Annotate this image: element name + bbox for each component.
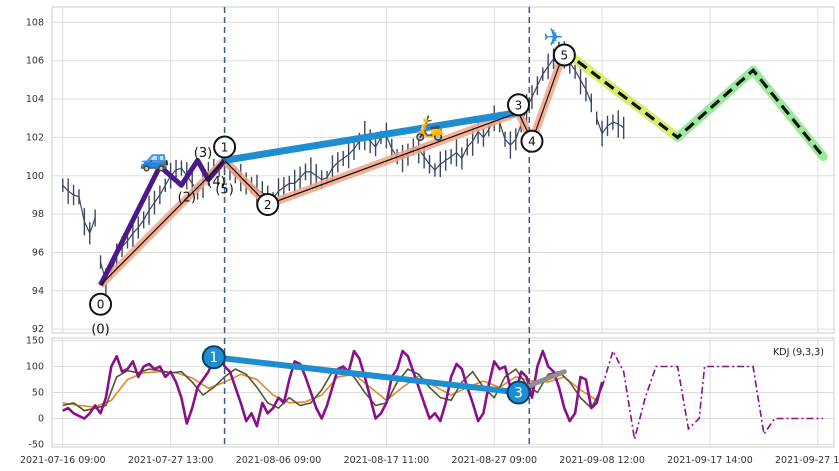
- xtick-label: 2021-09-27 15:00: [775, 455, 839, 466]
- kdj-ytick-label: -50: [28, 439, 44, 450]
- wave-label-circle: [507, 93, 531, 117]
- price-ytick-label: 92: [32, 324, 44, 335]
- wave-label: 5: [561, 48, 569, 62]
- wave-label: (3): [194, 146, 212, 161]
- xtick-label: 2021-08-06 09:00: [236, 455, 322, 466]
- wave-label: 0: [97, 298, 105, 312]
- zigzag-blue: [221, 109, 522, 164]
- kdj-ytick-label: 50: [32, 388, 44, 399]
- kdj-blue-line: [210, 354, 522, 396]
- kdj-ytick-label: 100: [26, 362, 44, 373]
- zigzag-thin: [100, 50, 565, 286]
- kdj-ytick-label: 0: [38, 413, 44, 424]
- price-ytick-label: 100: [26, 171, 44, 182]
- xtick-label: 2021-08-27 09:00: [451, 455, 537, 466]
- xtick-label: 2021-09-08 12:00: [559, 455, 645, 466]
- wave-label: 4: [528, 135, 536, 149]
- wave-label-circle: [552, 43, 576, 67]
- wave-label: (5): [215, 183, 233, 198]
- wave-label: (2): [178, 190, 196, 205]
- kdj-label-circle: [201, 345, 226, 370]
- grid: [52, 7, 834, 447]
- zigzag-lines: [97, 46, 828, 288]
- tick-labels: 92949698100102104106108-500501001502021-…: [20, 17, 839, 466]
- xtick-label: 2021-09-17 14:00: [667, 455, 753, 466]
- kdj-d-line: [62, 370, 598, 408]
- wave-label: 1: [221, 140, 229, 154]
- kdj-label-circle: [506, 380, 531, 405]
- point-labels: 0 (0) 1 2 3 4 5 (2) (3) (4)(5) 1 3 🚙 🛵 ✈: [89, 24, 576, 405]
- kdj-legend-label: KDJ (9,3,3): [773, 347, 824, 358]
- xtick-label: 2021-08-17 11:00: [344, 455, 430, 466]
- price-line: [110, 48, 592, 272]
- wave-label-circle: [89, 292, 113, 316]
- price-ytick-label: 108: [26, 17, 44, 28]
- price-ytick-label: 102: [26, 132, 44, 143]
- scooter-icon: 🛵: [415, 114, 445, 142]
- price-ytick-label: 106: [26, 56, 44, 67]
- price-ytick-label: 96: [32, 247, 44, 258]
- kdj-label: 1: [209, 350, 218, 366]
- kdj-ytick-label: 150: [26, 336, 44, 347]
- airplane-icon: ✈: [544, 24, 564, 52]
- xtick-label: 2021-07-27 13:00: [128, 455, 214, 466]
- car-icon: 🚙: [140, 144, 170, 172]
- kdj-label: 3: [514, 386, 523, 402]
- zigzag-purple: [98, 157, 227, 287]
- wave-label-circle: [213, 135, 237, 159]
- price-line: [596, 118, 625, 135]
- wave-label-circle: [256, 193, 280, 217]
- wave-label-circle: [520, 129, 544, 153]
- wave-label: (4): [207, 175, 225, 190]
- kdj-forecast-line: [601, 348, 824, 440]
- wave-label: 3: [515, 98, 523, 112]
- wave-label: (0): [91, 323, 109, 338]
- price-ytick-label: 104: [26, 94, 44, 105]
- price-ytick-label: 98: [32, 209, 44, 220]
- xtick-label: 2021-07-16 09:00: [20, 455, 106, 466]
- wave-label: 2: [264, 198, 272, 212]
- forecast-dashed: [563, 49, 825, 158]
- price-ytick-label: 94: [32, 286, 44, 297]
